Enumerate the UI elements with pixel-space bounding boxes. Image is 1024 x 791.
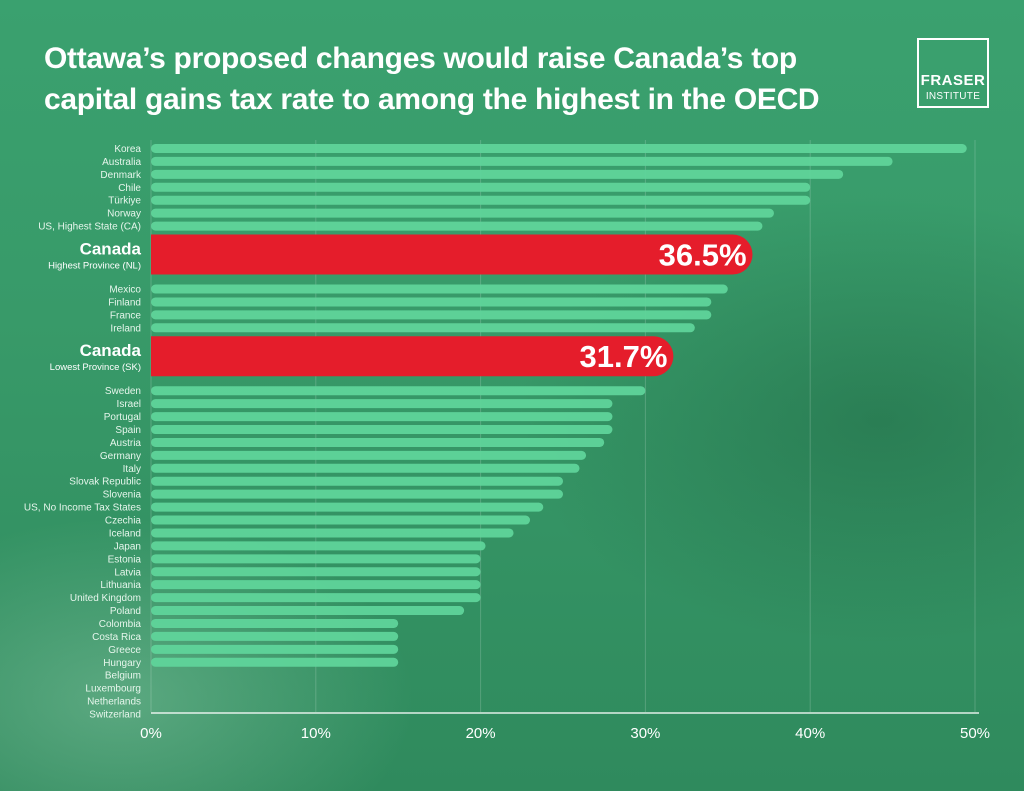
- bar: [151, 489, 563, 499]
- category-label: Denmark: [100, 170, 142, 181]
- bar: [151, 502, 544, 512]
- category-label: Iceland: [109, 528, 141, 539]
- bar: [151, 554, 481, 564]
- bar: [151, 221, 763, 231]
- bar: [151, 169, 844, 179]
- category-label: Chile: [118, 183, 141, 194]
- bar: [151, 567, 481, 577]
- category-label: Greece: [108, 645, 141, 656]
- bar: [151, 580, 481, 590]
- bar: [151, 593, 481, 603]
- highlight-label: Canada: [80, 240, 142, 259]
- category-label: Luxembourg: [85, 684, 141, 695]
- category-label: Ireland: [110, 323, 141, 334]
- bar: [151, 386, 646, 396]
- bar: [151, 156, 893, 166]
- bar: [151, 323, 695, 333]
- bar: [151, 144, 967, 153]
- category-label: Japan: [114, 541, 141, 552]
- category-label: Estonia: [108, 554, 142, 565]
- bar: [151, 437, 605, 447]
- category-label: Slovenia: [103, 490, 142, 501]
- highlight-bar: [151, 234, 753, 275]
- bar: [151, 657, 399, 667]
- logo-line-2: INSTITUTE: [925, 91, 981, 102]
- highlight-label: Canada: [80, 341, 142, 360]
- category-label: Hungary: [103, 658, 141, 669]
- bar: [151, 182, 811, 192]
- x-tick-label: 10%: [301, 725, 331, 742]
- bar: [151, 528, 514, 538]
- category-label: Poland: [110, 606, 141, 617]
- highlight-value-label: 36.5%: [659, 238, 747, 273]
- x-tick-label: 30%: [630, 725, 660, 742]
- fraser-institute-logo: FRASER INSTITUTE: [917, 38, 989, 108]
- category-label: Mexico: [109, 285, 141, 296]
- bar: [151, 195, 811, 205]
- bar: [151, 450, 587, 460]
- bar: [151, 606, 465, 616]
- highlight-bar: [151, 336, 674, 377]
- category-label: Colombia: [99, 619, 142, 630]
- category-label: Spain: [115, 425, 141, 436]
- category-label: US, No Income Tax States: [24, 503, 141, 514]
- category-label: Finland: [108, 297, 141, 308]
- category-label: Korea: [114, 144, 141, 155]
- category-label: Sweden: [105, 386, 141, 397]
- logo-line-1: FRASER: [920, 72, 986, 89]
- bar: [151, 208, 774, 218]
- bar: [151, 425, 613, 435]
- category-label: France: [110, 310, 142, 321]
- category-label: Norway: [107, 209, 141, 220]
- category-label: Costa Rica: [92, 632, 141, 643]
- bar: [151, 284, 728, 294]
- bar: [151, 463, 580, 473]
- category-label: Germany: [100, 451, 141, 462]
- category-label: Israel: [117, 399, 141, 410]
- bar: [151, 541, 486, 551]
- bar: [151, 310, 712, 320]
- x-tick-label: 20%: [466, 725, 496, 742]
- category-label: Latvia: [114, 567, 141, 578]
- category-label: Italy: [123, 464, 141, 475]
- bar: [151, 618, 399, 628]
- category-label: Slovak Republic: [69, 477, 141, 488]
- category-label: Türkiye: [108, 196, 141, 207]
- bar: [151, 297, 712, 307]
- chart-title: Ottawa’s proposed changes would raise Ca…: [44, 38, 904, 120]
- title-line-2: capital gains tax rate to among the high…: [44, 83, 820, 116]
- bar: [151, 515, 531, 525]
- x-tick-label: 0%: [140, 725, 162, 742]
- bar: [151, 631, 399, 641]
- x-tick-label: 40%: [795, 725, 825, 742]
- x-tick-label: 50%: [960, 725, 990, 742]
- highlight-sublabel: Highest Province (NL): [48, 261, 141, 272]
- category-label: United Kingdom: [70, 593, 141, 604]
- category-label: Switzerland: [89, 709, 141, 720]
- bar: [151, 399, 613, 409]
- category-label: Austria: [110, 438, 142, 449]
- bar: [151, 644, 399, 654]
- highlight-sublabel: Lowest Province (SK): [50, 362, 141, 373]
- category-label: US, Highest State (CA): [38, 222, 141, 233]
- category-label: Portugal: [104, 412, 141, 423]
- highlight-value-label: 31.7%: [580, 339, 668, 374]
- title-line-1: Ottawa’s proposed changes would raise Ca…: [44, 42, 797, 75]
- category-label: Lithuania: [100, 580, 141, 591]
- bar: [151, 476, 563, 486]
- category-label: Czechia: [105, 516, 142, 527]
- category-label: Belgium: [105, 671, 141, 682]
- bar: [151, 412, 613, 422]
- category-label: Australia: [102, 157, 141, 168]
- category-label: Netherlands: [87, 697, 141, 708]
